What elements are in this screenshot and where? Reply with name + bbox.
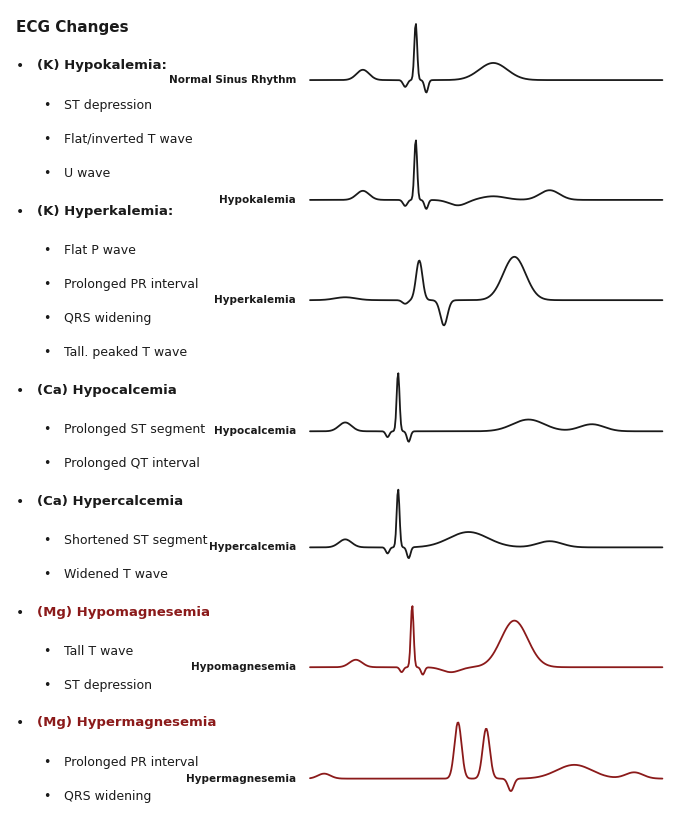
Text: •: • xyxy=(43,756,50,769)
Text: •: • xyxy=(16,495,24,509)
Text: ECG Changes: ECG Changes xyxy=(16,20,129,35)
Text: Hyperkalemia: Hyperkalemia xyxy=(214,295,296,305)
Text: •: • xyxy=(16,205,24,218)
Text: •: • xyxy=(43,312,50,325)
Text: •: • xyxy=(16,384,24,398)
Text: Prolonged QT interval: Prolonged QT interval xyxy=(64,457,199,470)
Text: •: • xyxy=(43,167,50,180)
Text: •: • xyxy=(43,457,50,470)
Text: Hypermagnesemia: Hypermagnesemia xyxy=(186,773,296,784)
Text: •: • xyxy=(43,423,50,436)
Text: •: • xyxy=(43,534,50,547)
Text: •: • xyxy=(43,244,50,257)
Text: •: • xyxy=(43,278,50,291)
Text: •: • xyxy=(43,133,50,146)
Text: (Ca) Hypercalcemia: (Ca) Hypercalcemia xyxy=(37,495,183,508)
Text: (K) Hyperkalemia:: (K) Hyperkalemia: xyxy=(37,205,173,218)
Text: Hypomagnesemia: Hypomagnesemia xyxy=(191,663,296,672)
Text: ST depression: ST depression xyxy=(64,679,152,692)
Text: Prolonged ST segment: Prolonged ST segment xyxy=(64,423,205,436)
Text: Hypocalcemia: Hypocalcemia xyxy=(214,426,296,436)
Text: Tall. peaked T wave: Tall. peaked T wave xyxy=(64,346,187,359)
Text: Widened T wave: Widened T wave xyxy=(64,568,167,581)
Text: Prolonged PR interval: Prolonged PR interval xyxy=(64,756,198,769)
Text: Flat P wave: Flat P wave xyxy=(64,244,135,257)
Text: Shortened ST segment: Shortened ST segment xyxy=(64,534,207,547)
Text: Flat/inverted T wave: Flat/inverted T wave xyxy=(64,133,192,146)
Text: •: • xyxy=(43,568,50,581)
Text: Normal Sinus Rhythm: Normal Sinus Rhythm xyxy=(169,75,296,85)
Text: (Ca) Hypocalcemia: (Ca) Hypocalcemia xyxy=(37,384,177,397)
Text: Prolonged PR interval: Prolonged PR interval xyxy=(64,278,198,291)
Text: •: • xyxy=(16,59,24,73)
Text: QRS widening: QRS widening xyxy=(64,312,151,325)
Text: Hypercalcemia: Hypercalcemia xyxy=(209,542,296,553)
Text: Hypokalemia: Hypokalemia xyxy=(219,195,296,205)
Text: ST depression: ST depression xyxy=(64,99,152,112)
Text: (Mg) Hypomagnesemia: (Mg) Hypomagnesemia xyxy=(37,606,209,619)
Text: Tall T wave: Tall T wave xyxy=(64,645,133,658)
Text: •: • xyxy=(43,790,50,803)
Text: •: • xyxy=(16,606,24,619)
Text: U wave: U wave xyxy=(64,167,110,180)
Text: •: • xyxy=(43,645,50,658)
Text: •: • xyxy=(43,346,50,359)
Text: •: • xyxy=(43,99,50,112)
Text: (Mg) Hypermagnesemia: (Mg) Hypermagnesemia xyxy=(37,716,216,729)
Text: •: • xyxy=(43,679,50,692)
Text: (K) Hypokalemia:: (K) Hypokalemia: xyxy=(37,59,167,73)
Text: •: • xyxy=(16,716,24,730)
Text: QRS widening: QRS widening xyxy=(64,790,151,803)
